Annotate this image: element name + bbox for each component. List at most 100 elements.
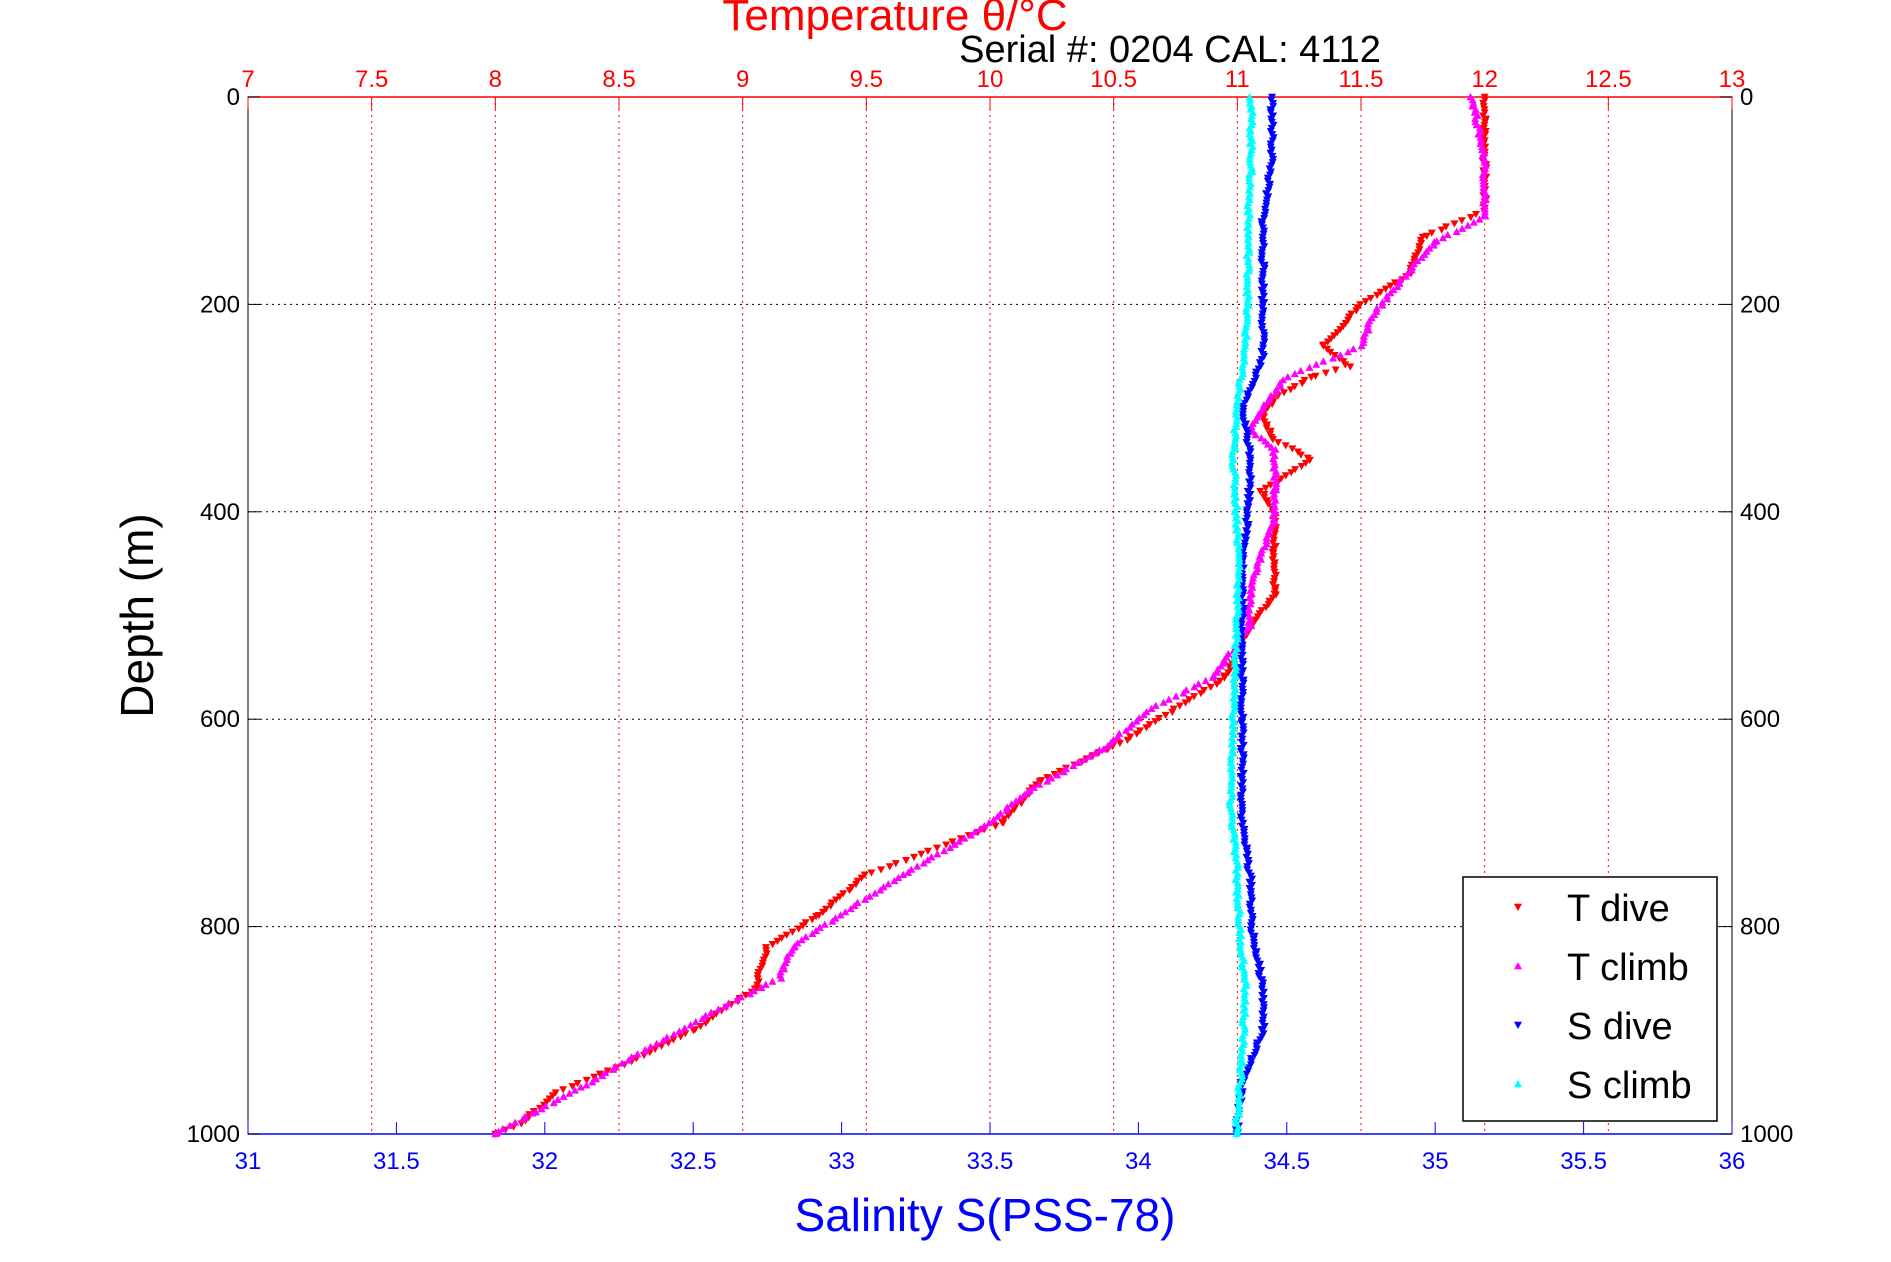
data-point [1185,696,1194,704]
data-point [573,1079,582,1088]
legend-item: S climb [1514,1065,1692,1107]
data-point [812,926,821,934]
data-point [1478,173,1487,182]
data-point [1059,768,1068,776]
data-point [1230,657,1239,665]
data-point [1230,487,1239,495]
data-point [870,889,879,897]
data-point [1164,695,1173,703]
data-point [1243,279,1252,287]
data-point [1307,373,1316,381]
data-point [1151,718,1160,726]
data-point [1442,223,1451,231]
data-point [1290,383,1299,391]
data-point [1132,717,1141,725]
data-point [553,1095,562,1103]
data-point [782,931,791,939]
data-point [786,949,795,957]
data-point [568,1083,577,1091]
data-point [1095,746,1104,754]
data-point [1229,675,1238,683]
data-point [646,1042,655,1051]
data-point [1240,1037,1249,1045]
data-point [835,893,844,901]
data-point [1240,969,1249,977]
data-point [1043,774,1052,782]
data-point [691,1018,700,1026]
data-point [1349,344,1358,353]
salinity-tick-label: 33 [828,1148,855,1175]
legend-label: S dive [1567,1006,1673,1048]
data-point [1232,471,1241,479]
data-point [1234,916,1243,924]
data-point [736,993,745,1001]
data-point [1245,264,1254,272]
data-point [923,847,932,855]
temperature-tick-label: 8.5 [602,66,635,93]
data-point [1244,192,1253,200]
legend-items: T dive T climb S dive S climb [1514,888,1692,1107]
data-point [1227,459,1236,467]
data-point [657,1042,666,1050]
data-point [1190,693,1199,701]
data-point [894,873,903,882]
data-point [1438,234,1447,242]
data-point [1264,527,1273,535]
data-point [1235,1062,1244,1070]
data-point [1115,739,1124,748]
data-point [1373,291,1382,300]
data-point [689,1027,698,1035]
data-point [1228,447,1237,455]
data-point [808,916,817,924]
temperature-tick-label: 9 [736,66,749,93]
data-point [664,1039,673,1047]
temperature-tick-label: 12.5 [1585,66,1632,93]
data-point [1261,484,1270,492]
data-point [927,853,936,861]
data-point [776,968,785,976]
data-point [989,815,998,823]
y-axis-label: Depth (m) [111,513,163,717]
data-point [899,870,908,878]
data-point [1346,363,1355,371]
data-point [1298,380,1307,388]
data-point [1283,372,1292,381]
series-layer [491,93,1491,1138]
data-point [1256,487,1265,496]
data-point [1323,338,1332,346]
data-point [1161,711,1170,720]
data-point [1235,565,1244,574]
data-point [1233,413,1242,421]
data-point [1246,1061,1255,1069]
data-point [1029,783,1038,791]
data-point [1227,813,1236,821]
data-point [1234,545,1243,553]
data-point [1241,338,1250,346]
data-point [1053,771,1062,779]
depth-tick-label-right: 800 [1740,914,1780,941]
data-point [1228,789,1237,798]
legend-marker [1514,1080,1522,1088]
data-point [1301,459,1310,468]
data-point [1231,841,1240,849]
data-point [686,1021,695,1029]
data-point [857,874,866,882]
salinity-tick-label: 32.5 [670,1148,717,1175]
data-point [1179,689,1188,697]
data-point [884,880,893,888]
data-point [1132,730,1141,738]
data-point [876,886,885,894]
data-point [757,983,766,991]
data-point [1364,320,1373,328]
data-point [1228,462,1237,470]
data-point [549,1098,558,1107]
temperature-tick-label: 10 [977,66,1004,93]
data-point [1229,826,1238,834]
data-point [818,908,827,917]
data-point [582,1076,591,1085]
data-point [1238,1015,1247,1024]
data-point [1312,360,1321,368]
axes-layer: 7 7.5 8 8.5 9 9.5 10 10.5 11 11.5 12 12.5 13 31 31.5 32… [187,66,1794,1175]
data-point [559,1086,568,1094]
data-point [1457,217,1466,225]
